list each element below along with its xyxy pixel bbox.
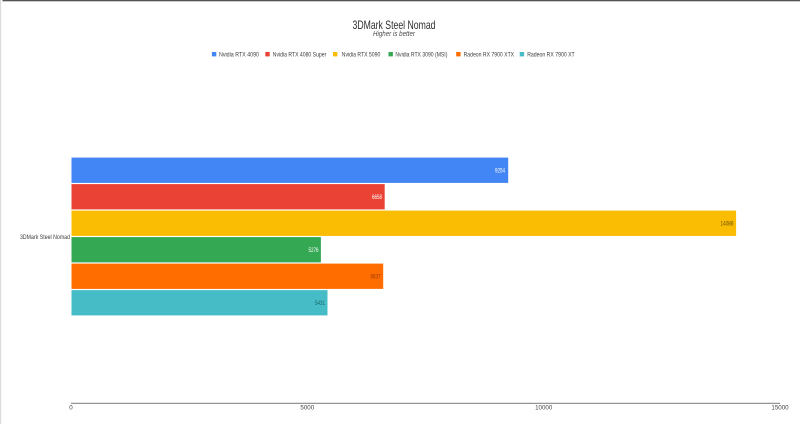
svg-text:Higher is better: Higher is better	[373, 31, 416, 38]
svg-text:9254: 9254	[495, 168, 505, 174]
svg-text:3DMark Steel Nomad: 3DMark Steel Nomad	[353, 18, 436, 32]
svg-text:3DMark Steel Nomad: 3DMark Steel Nomad	[20, 235, 70, 241]
svg-text:Nvidia RTX 5090: Nvidia RTX 5090	[342, 52, 381, 58]
svg-text:6658: 6658	[372, 195, 382, 201]
svg-text:Radeon RX 7900 XTX: Radeon RX 7900 XTX	[464, 52, 514, 58]
svg-text:Nvidia RTX 3090 (MSI): Nvidia RTX 3090 (MSI)	[395, 52, 447, 58]
svg-text:10000: 10000	[535, 405, 553, 412]
svg-text:5000: 5000	[300, 405, 314, 412]
svg-text:6637: 6637	[371, 274, 381, 280]
svg-text:Nvidia RTX 4080 Super: Nvidia RTX 4080 Super	[273, 52, 327, 58]
svg-text:15000: 15000	[771, 405, 789, 412]
svg-text:14086: 14086	[721, 221, 735, 227]
svg-text:0: 0	[69, 405, 73, 412]
svg-text:Radeon RX 7900 XT: Radeon RX 7900 XT	[527, 52, 575, 58]
svg-text:5431: 5431	[315, 301, 325, 307]
svg-text:5276: 5276	[309, 248, 319, 254]
svg-text:Nvidia RTX 4090: Nvidia RTX 4090	[219, 52, 260, 58]
